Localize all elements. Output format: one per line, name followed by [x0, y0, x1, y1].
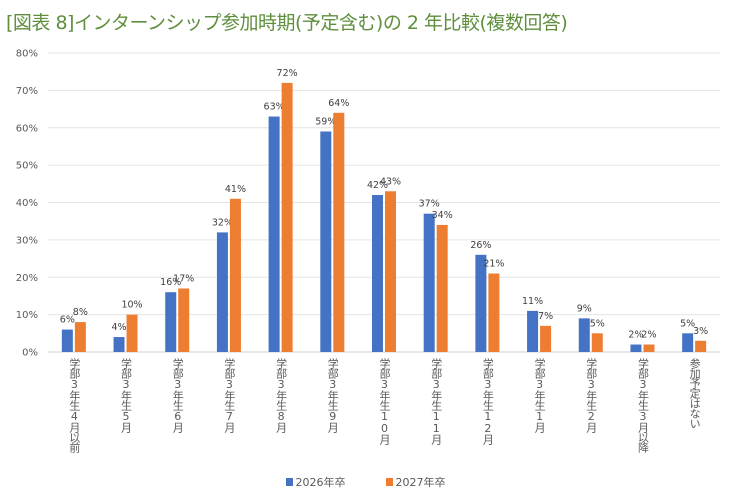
bar-2026 [372, 195, 383, 352]
x-tick-label: 学部3年生12月 [481, 358, 495, 444]
data-label: 11% [522, 296, 543, 307]
bar-2027 [436, 224, 448, 352]
bar-2027 [488, 273, 500, 352]
data-label: 3% [693, 326, 708, 337]
x-tick-label: 学部3年生9月 [326, 358, 340, 432]
bar-2027 [229, 198, 241, 352]
legend-label: 2027年卒 [395, 476, 446, 489]
bar-2027 [540, 325, 552, 352]
bar-2027 [385, 191, 396, 352]
legend-label: 2026年卒 [295, 476, 346, 489]
data-label: 6% [60, 315, 75, 326]
legend: 2026年卒 2027年卒 [0, 474, 731, 490]
y-tick-label: 0% [22, 348, 38, 359]
bar-2027 [591, 333, 603, 352]
data-label: 5% [590, 318, 605, 329]
bar-2026 [113, 337, 125, 352]
bar-2027 [126, 314, 138, 352]
bar-2026 [216, 232, 228, 352]
bar-2026 [630, 344, 642, 352]
bar-2026 [320, 131, 332, 352]
bar-2027 [695, 340, 707, 352]
y-tick-label: 60% [16, 123, 38, 134]
data-label: 64% [328, 98, 349, 109]
y-tick-label: 30% [16, 235, 38, 246]
data-label: 4% [111, 322, 126, 333]
data-label: 42% [367, 180, 388, 191]
data-label: 26% [470, 240, 491, 251]
y-tick-label: 50% [16, 161, 38, 172]
legend-item: 2027年卒 [385, 474, 446, 490]
y-tick-label: 20% [16, 273, 38, 284]
y-tick-label: 70% [16, 86, 38, 97]
bar-2027 [643, 344, 655, 352]
x-tick-label: 学部3年生4月以前 [67, 358, 81, 452]
bar-2026 [165, 292, 177, 352]
data-label: 8% [73, 307, 88, 318]
x-tick-label: 学部3年生3月以降 [636, 358, 650, 452]
data-label: 2% [628, 330, 643, 341]
bar-2026 [61, 329, 73, 352]
y-tick-label: 40% [16, 198, 38, 209]
x-tick-label: 学部3年生2月 [584, 358, 598, 432]
y-tick-label: 10% [16, 310, 38, 321]
data-label: 9% [577, 303, 592, 314]
chart-title: [図表 8]インターンシップ参加時期(予定含む)の 2 年比較(複数回答) [6, 12, 568, 34]
data-label: 37% [419, 199, 440, 210]
bar-2026 [475, 254, 487, 352]
data-label: 7% [538, 311, 553, 322]
data-label: 41% [225, 184, 246, 195]
bar-2027 [333, 112, 345, 352]
data-label: 63% [264, 102, 285, 113]
bar-2026 [527, 310, 539, 352]
y-tick-label: 80% [16, 49, 38, 60]
data-label: 59% [315, 116, 336, 127]
data-label: 72% [277, 68, 298, 79]
bar-2026 [578, 318, 590, 352]
data-label: 21% [483, 259, 504, 270]
x-tick-label: 学部3年生6月 [171, 358, 185, 432]
data-label: 16% [160, 277, 181, 288]
data-label: 2% [641, 330, 656, 341]
x-tick-label: 学部3年生7月 [222, 358, 236, 432]
data-label: 32% [212, 217, 233, 228]
x-tick-label: 学部3年生11月 [429, 358, 443, 444]
x-tick-label: 学部3年生1月 [533, 358, 547, 432]
data-label: 10% [121, 300, 142, 311]
data-label: 17% [173, 273, 194, 284]
bar-2027 [178, 288, 190, 352]
bar-2027 [74, 322, 86, 352]
x-tick-label: 学部3年生10月 [378, 358, 391, 444]
legend-item: 2026年卒 [285, 474, 346, 490]
legend-swatch [285, 478, 293, 486]
data-label: 43% [380, 176, 401, 187]
bar-2026 [268, 116, 280, 352]
bar-2026 [423, 213, 435, 352]
bar-2026 [682, 333, 694, 352]
x-tick-label: 学部3年生8月 [274, 358, 288, 432]
legend-swatch [385, 478, 393, 486]
bar-2027 [281, 82, 293, 353]
x-tick-label: 参加予定はない [688, 358, 702, 428]
x-tick-label: 学部3年生5月 [119, 358, 133, 432]
data-label: 5% [680, 318, 695, 329]
data-label: 34% [432, 210, 453, 221]
